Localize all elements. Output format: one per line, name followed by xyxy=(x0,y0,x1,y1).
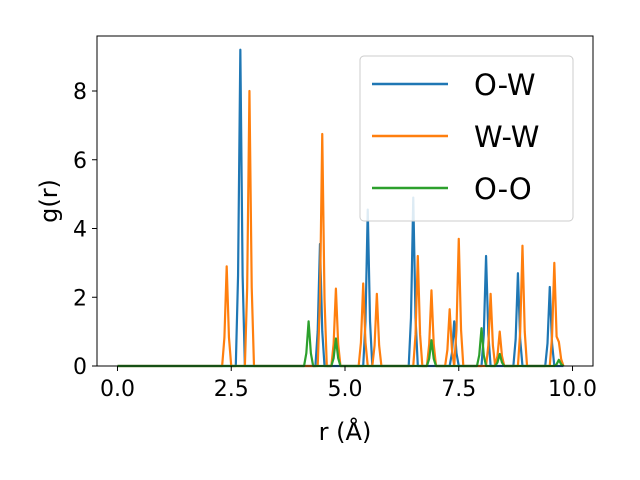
x-tick-label: 5.0 xyxy=(328,377,363,402)
y-tick-label: 6 xyxy=(73,149,87,174)
x-tick-label: 7.5 xyxy=(441,377,476,402)
legend-label-o-o: O-O xyxy=(474,172,532,206)
legend-box xyxy=(359,55,574,222)
x-tick-label: 10.0 xyxy=(548,377,597,402)
x-axis: 0.0 2.5 5.0 7.5 10.0 xyxy=(100,366,597,402)
legend-label-o-w: O-W xyxy=(474,68,536,102)
x-tick-label: 2.5 xyxy=(214,377,249,402)
y-axis: 0 2 4 6 8 xyxy=(73,80,97,380)
legend-label-w-w: W-W xyxy=(474,120,539,154)
y-axis-label: g(r) xyxy=(35,179,63,223)
y-tick-label: 2 xyxy=(73,286,87,311)
y-tick-label: 0 xyxy=(73,355,87,380)
y-tick-label: 4 xyxy=(73,218,87,243)
y-tick-label: 8 xyxy=(73,80,87,105)
x-axis-label: r (Å) xyxy=(319,417,372,446)
legend: O-W W-W O-O xyxy=(359,55,574,222)
x-tick-label: 0.0 xyxy=(100,377,135,402)
